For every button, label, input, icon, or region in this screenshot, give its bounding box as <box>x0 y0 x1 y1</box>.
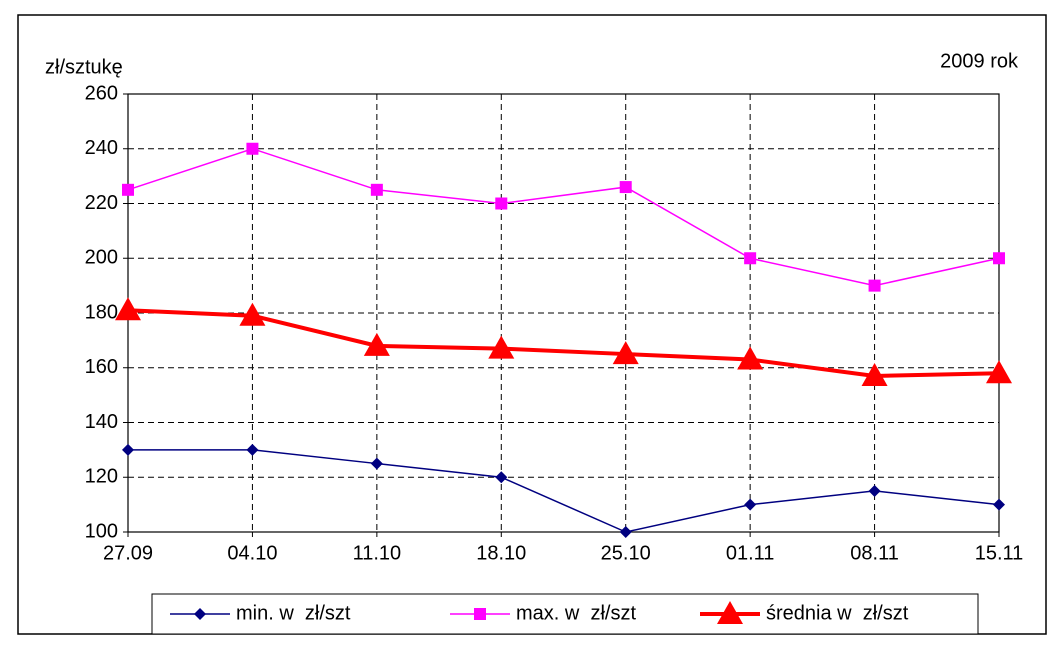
x-tick-label: 15.11 <box>975 542 1024 564</box>
y-tick-label: 260 <box>85 82 118 104</box>
marker <box>986 360 1012 384</box>
legend-label: min. w zł/szt <box>236 602 351 624</box>
marker <box>370 457 383 470</box>
y-tick-label: 220 <box>85 192 118 214</box>
legend-marker <box>194 608 206 620</box>
x-tick-label: 01.11 <box>726 542 775 564</box>
marker <box>370 183 383 196</box>
marker <box>115 297 141 321</box>
marker <box>993 252 1005 265</box>
x-tick-label: 27.09 <box>103 542 153 564</box>
marker <box>122 183 134 196</box>
marker <box>868 279 881 292</box>
legend-box <box>151 593 979 635</box>
y-tick-label: 160 <box>85 356 118 378</box>
x-tick-label: 11.10 <box>353 542 402 564</box>
legend-label: średnia w zł/szt <box>766 602 909 624</box>
x-tick-label: 08.11 <box>850 542 899 564</box>
y-tick-label: 100 <box>85 520 118 542</box>
marker <box>744 498 757 511</box>
marker <box>122 443 134 456</box>
series-line <box>127 147 1000 287</box>
marker <box>495 197 508 210</box>
x-tick-label: 04.10 <box>227 542 277 564</box>
marker <box>993 498 1005 511</box>
marker <box>495 471 508 484</box>
marker <box>619 526 632 538</box>
chart-border <box>17 14 1047 635</box>
marker <box>861 362 888 386</box>
marker <box>363 332 390 356</box>
series-line <box>128 449 1000 533</box>
y-tick-label: 180 <box>85 301 118 323</box>
legend-marker <box>474 608 486 620</box>
y-tick-label: 200 <box>85 247 118 269</box>
y-tick-label: 140 <box>85 411 118 433</box>
x-tick-label: 18.10 <box>476 542 526 564</box>
marker <box>488 335 515 359</box>
y-axis-label: zł/sztukę <box>45 56 123 78</box>
y-tick-label: 240 <box>85 137 118 159</box>
annotation: 2009 rok <box>940 50 1019 72</box>
marker <box>744 252 757 265</box>
x-tick-label: 25.10 <box>601 542 651 564</box>
marker <box>239 302 266 326</box>
marker <box>619 181 632 194</box>
y-tick-label: 120 <box>85 466 118 488</box>
legend-marker <box>717 601 743 624</box>
legend-label: max. w zł/szt <box>516 602 636 624</box>
marker <box>737 346 764 370</box>
marker <box>868 484 881 497</box>
marker <box>246 142 259 155</box>
marker <box>612 341 639 365</box>
marker <box>246 443 259 456</box>
series-line <box>127 308 1000 378</box>
